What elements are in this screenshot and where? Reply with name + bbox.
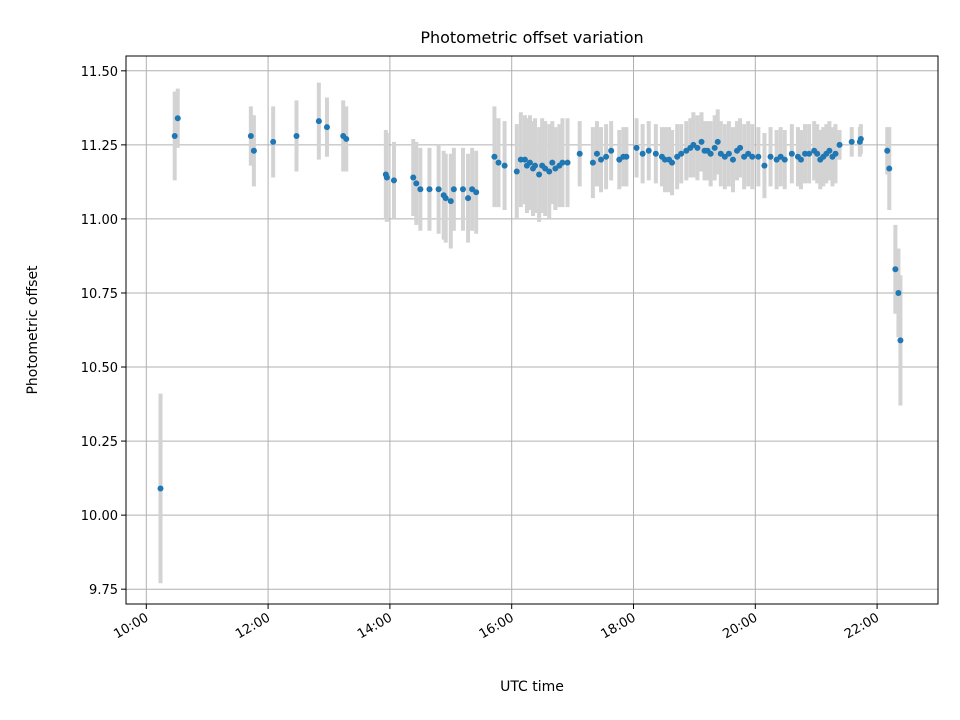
data-point	[608, 147, 615, 154]
data-point	[442, 195, 449, 202]
data-point	[707, 150, 714, 157]
y-axis-ticks: 9.75 10.00 10.25 10.50 10.75 11.00 11.25 11.50	[81, 65, 126, 598]
data-point	[895, 289, 902, 296]
data-point	[526, 159, 533, 166]
y-tick-label: 11.50	[81, 65, 118, 80]
data-point	[491, 153, 498, 160]
data-point	[806, 150, 813, 157]
y-tick-label: 10.75	[81, 287, 118, 302]
data-point	[761, 162, 768, 169]
data-point	[678, 150, 685, 157]
data-point	[501, 162, 508, 169]
data-point	[755, 153, 762, 160]
data-point	[652, 150, 659, 157]
data-point	[459, 186, 466, 193]
data-points	[157, 115, 904, 492]
data-point	[897, 337, 904, 344]
data-point	[495, 159, 502, 166]
data-point	[343, 135, 350, 142]
data-point	[598, 156, 605, 163]
data-point	[157, 485, 164, 492]
data-point	[633, 144, 640, 151]
data-point	[645, 147, 652, 154]
data-point	[892, 266, 899, 273]
data-point	[546, 168, 553, 175]
data-point	[473, 189, 480, 196]
y-tick-label: 9.75	[89, 583, 118, 598]
data-point	[836, 141, 843, 148]
chart-title: Photometric offset variation	[420, 28, 643, 47]
data-point	[589, 159, 596, 166]
data-point	[410, 174, 417, 181]
data-point	[698, 138, 705, 145]
data-point	[435, 186, 442, 193]
data-point	[413, 180, 420, 187]
data-point	[593, 150, 600, 157]
data-point	[826, 147, 833, 154]
data-point	[857, 135, 864, 142]
data-point	[767, 153, 774, 160]
data-point	[383, 174, 390, 181]
y-axis-label: Photometric offset	[25, 265, 41, 395]
data-point	[465, 195, 472, 202]
y-tick-label: 11.00	[81, 213, 118, 228]
data-point	[174, 115, 181, 122]
data-point	[848, 138, 855, 145]
data-point	[886, 165, 893, 172]
data-point	[729, 156, 736, 163]
data-point	[521, 156, 528, 163]
data-point	[669, 159, 676, 166]
y-tick-label: 11.25	[81, 139, 118, 154]
y-tick-label: 10.50	[81, 361, 118, 376]
data-point	[797, 156, 804, 163]
data-point	[639, 150, 646, 157]
data-point	[737, 144, 744, 151]
data-point	[315, 118, 322, 125]
data-point	[559, 159, 566, 166]
data-point	[171, 132, 178, 139]
data-point	[250, 147, 257, 154]
data-point	[725, 150, 732, 157]
data-point	[714, 138, 721, 145]
y-tick-label: 10.00	[81, 509, 118, 524]
data-point	[564, 159, 571, 166]
data-point	[390, 177, 397, 184]
data-point	[788, 150, 795, 157]
data-point	[711, 144, 718, 151]
data-point	[247, 132, 254, 139]
y-tick-label: 10.25	[81, 435, 118, 450]
data-point	[749, 153, 756, 160]
data-point	[814, 150, 821, 157]
x-axis-label: UTC time	[500, 679, 564, 695]
data-point	[293, 132, 300, 139]
data-point	[450, 186, 457, 193]
data-point	[323, 124, 330, 131]
data-point	[694, 144, 701, 151]
plot-frame	[125, 55, 939, 605]
data-point	[417, 186, 424, 193]
data-point	[576, 150, 583, 157]
data-point	[549, 159, 556, 166]
data-point	[513, 168, 520, 175]
data-point	[884, 147, 891, 154]
data-point	[447, 198, 454, 205]
data-point	[603, 153, 610, 160]
data-point	[781, 156, 788, 163]
data-point	[536, 171, 543, 178]
data-point	[270, 138, 277, 145]
data-point	[623, 153, 630, 160]
data-point	[532, 162, 539, 169]
data-point	[426, 186, 433, 193]
data-point	[832, 150, 839, 157]
